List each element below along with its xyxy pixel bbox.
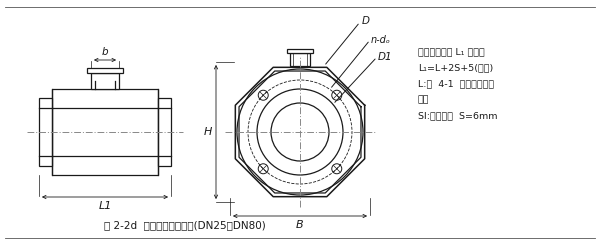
Text: L₁=L+2S+5(允差): L₁=L+2S+5(允差): [418, 63, 493, 72]
Bar: [287, 49, 313, 53]
Text: D: D: [362, 16, 370, 26]
Bar: [91, 73, 119, 89]
Text: 图 2-2d  一体型电磁流量计(DN25～DN80): 图 2-2d 一体型电磁流量计(DN25～DN80): [104, 220, 266, 230]
Text: n-dₒ: n-dₒ: [371, 35, 391, 45]
Bar: [52, 89, 158, 175]
Bar: [158, 98, 171, 166]
Text: SI:接地环，  S=6mm: SI:接地环， S=6mm: [418, 111, 497, 120]
Text: 注：仪表长度 L₁ 含衬里: 注：仪表长度 L₁ 含衬里: [418, 47, 485, 56]
Bar: [290, 53, 310, 66]
Text: L:表  4-1  中件表理论长: L:表 4-1 中件表理论长: [418, 79, 494, 88]
Bar: [87, 68, 123, 73]
Text: 度。: 度。: [418, 95, 430, 104]
Text: B: B: [296, 220, 304, 230]
Bar: [39, 98, 52, 166]
Text: D1: D1: [378, 52, 392, 62]
Text: b: b: [101, 47, 109, 57]
Text: L1: L1: [98, 201, 112, 211]
Text: H: H: [203, 127, 212, 137]
